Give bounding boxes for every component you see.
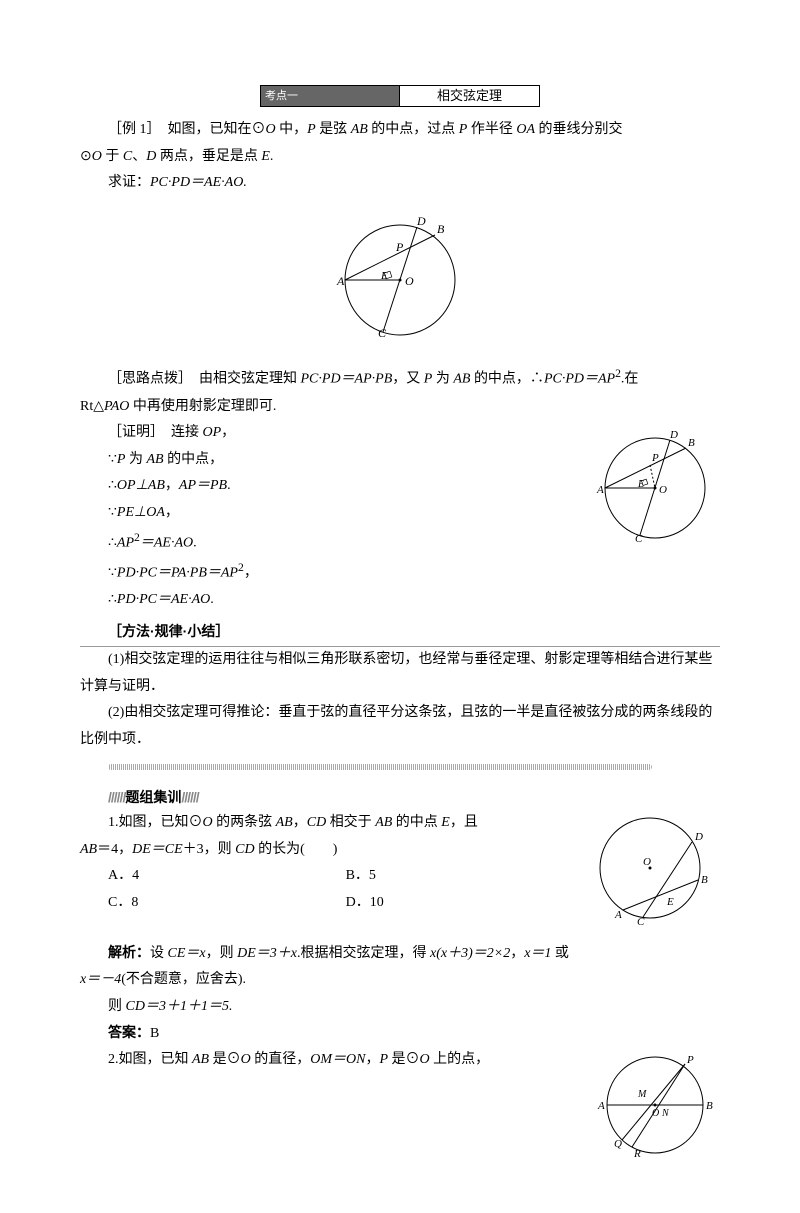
svg-text:R: R xyxy=(633,1148,641,1160)
svg-text:E: E xyxy=(666,896,674,908)
svg-text:E: E xyxy=(380,270,388,282)
topic-title: 相交弦定理 xyxy=(400,85,540,107)
svg-text:B: B xyxy=(688,437,695,449)
svg-text:D: D xyxy=(669,429,678,441)
svg-text:D: D xyxy=(694,831,703,843)
example1-line2: ⊙O 于 C、D 两点，垂足是点 E. xyxy=(80,144,720,171)
q1-ans: 答案：B xyxy=(80,1021,720,1048)
q1-line1: 1.如图，已知⊙O 的两条弦 AB，CD 相交于 AB 的中点 E，且 xyxy=(80,810,575,837)
svg-text:O: O xyxy=(405,274,414,288)
svg-text:C: C xyxy=(378,326,387,340)
method-p1: (1)相交弦定理的运用往往与相似三角形联系密切，也经常与垂径定理、射影定理等相结… xyxy=(80,647,720,700)
svg-text:E: E xyxy=(637,479,644,490)
method-header: ［方法·规律·小结］ xyxy=(80,618,720,648)
q1-sol2: x＝－4(不合题意，应舍去). xyxy=(80,967,720,994)
practice-header: //////题组集训////// xyxy=(80,784,720,811)
svg-text:B: B xyxy=(706,1100,713,1112)
svg-text:B: B xyxy=(701,874,708,886)
svg-text:C: C xyxy=(637,916,645,928)
q1-sol3: 则 CD＝3＋1＋1＝5. xyxy=(80,994,720,1021)
proof-l2: ∵P 为 AB 的中点， xyxy=(80,447,580,474)
proof-l1: ［证明］ 连接 OP， xyxy=(80,420,580,447)
figure4: A B M N O P Q R xyxy=(590,1047,720,1173)
svg-text:B: B xyxy=(437,222,445,236)
svg-text:A: A xyxy=(597,1100,605,1112)
svg-text:O: O xyxy=(652,1108,659,1119)
q1-options: A．4 B．5 C．8 D．10 xyxy=(80,863,575,916)
q2-line1: 2.如图，已知 AB 是⊙O 的直径，OM＝ON，P 是⊙O 上的点， xyxy=(80,1047,580,1074)
q1-optD: D．10 xyxy=(318,890,556,917)
proof-l6: ∵PD·PC＝PA·PB＝AP2， xyxy=(80,557,580,587)
svg-text:P: P xyxy=(686,1054,694,1066)
svg-text:O: O xyxy=(643,856,651,868)
svg-text:P: P xyxy=(395,240,404,254)
svg-text:C: C xyxy=(635,533,643,545)
figure1: A B C D E O P xyxy=(80,205,720,356)
svg-text:A: A xyxy=(596,484,604,496)
svg-text:D: D xyxy=(416,214,426,228)
svg-text:M: M xyxy=(637,1089,647,1100)
q1-optB: B．5 xyxy=(318,863,556,890)
hint-line1: ［思路点拨］ 由相交弦定理知 PC·PD＝AP·PB，又 P 为 AB 的中点，… xyxy=(80,363,720,393)
proof-l5: ∴AP2＝AE·AO. xyxy=(80,527,580,557)
svg-text:Q: Q xyxy=(614,1138,622,1150)
proof-l4: ∵PE⊥OA， xyxy=(80,500,580,527)
topic-tag: 考点一 xyxy=(260,85,400,107)
svg-text:A: A xyxy=(336,274,345,288)
proof-l3: ∴OP⊥AB，AP＝PB. xyxy=(80,473,580,500)
figure2: A B C D E O P xyxy=(590,420,720,561)
svg-text:N: N xyxy=(661,1108,670,1119)
divider xyxy=(108,764,652,770)
example1-prove: 求证：PC·PD＝AE·AO. xyxy=(80,170,720,197)
svg-text:A: A xyxy=(614,909,622,921)
svg-text:O: O xyxy=(659,484,667,496)
hint-line2: Rt△PAO 中再使用射影定理即可. xyxy=(80,394,720,421)
svg-text:P: P xyxy=(651,452,659,464)
figure3: A B C D E O xyxy=(585,810,720,941)
q1-optA: A．4 xyxy=(80,863,318,890)
q1-optC: C．8 xyxy=(80,890,318,917)
proof-l7: ∴PD·PC＝AE·AO. xyxy=(80,587,580,614)
example1-line1: ［例 1］ 如图，已知在⊙O 中，P 是弦 AB 的中点，过点 P 作半径 OA… xyxy=(80,117,720,144)
method-p2: (2)由相交弦定理可得推论：垂直于弦的直径平分这条弦，且弦的一半是直径被弦分成的… xyxy=(80,700,720,753)
q1-line2: AB＝4，DE＝CE＋3，则 CD 的长为( ) xyxy=(80,837,575,864)
q1-sol1: 解析：设 CE＝x，则 DE＝3＋x.根据相交弦定理，得 x(x＋3)＝2×2，… xyxy=(80,941,720,968)
